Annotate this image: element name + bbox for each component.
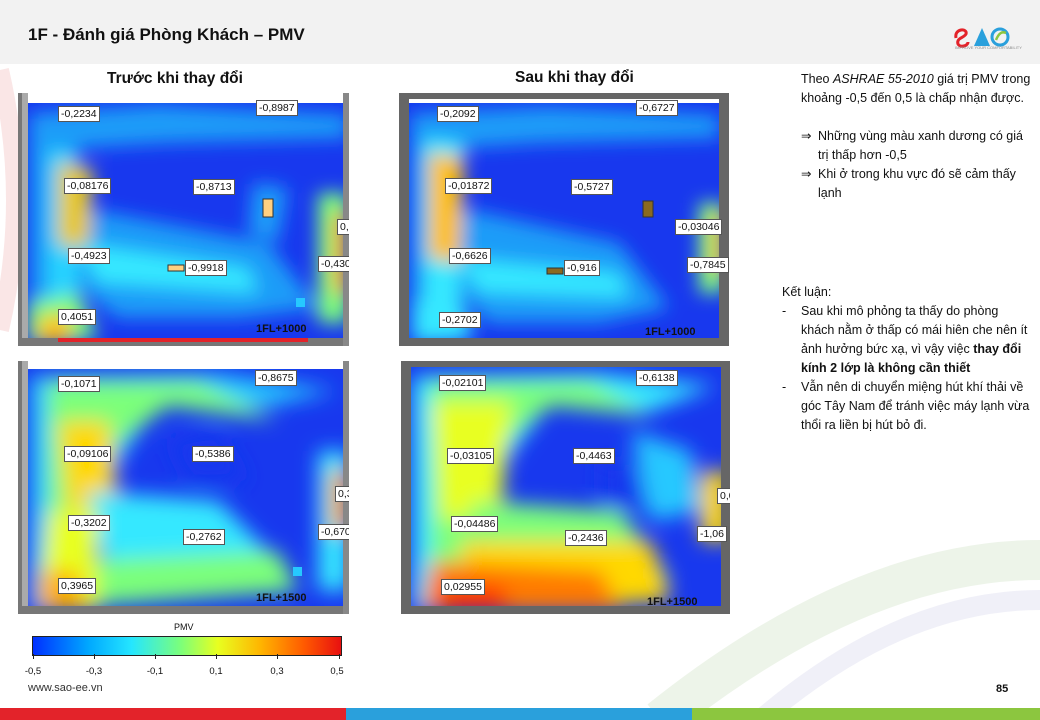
notes-bullet-text: Khi ở trong khu vực đó sẽ cảm thấy lạnh — [818, 167, 1016, 200]
legend-tick — [155, 654, 156, 659]
conclusion-item-text: Sau khi mô phỏng ta thấy do phòng khách … — [801, 302, 1032, 378]
legend-tick-label: 0,5 — [330, 666, 344, 677]
legend-tick-label: -0,5 — [24, 666, 42, 677]
pmv-map-after-1500: -0,02101 -0,6138 -0,03105 -0,4463 0,0636… — [401, 361, 730, 614]
notes-bullet: ⇒ Khi ở trong khu vực đó sẽ cảm thấy lạn… — [801, 165, 1031, 203]
pmv-value-label: 0,1665 — [337, 219, 349, 235]
pmv-value-label: -0,03105 — [447, 448, 495, 464]
legend-tick-label: 0,3 — [270, 666, 284, 677]
pmv-value-label: -0,02101 — [439, 375, 487, 391]
notes-intro-text: Theo — [801, 72, 833, 86]
pmv-value-label: 0,3964 — [335, 486, 349, 502]
pmv-value-label: -0,5727 — [571, 179, 613, 195]
notes-bullet: ⇒ Những vùng màu xanh dương có giá trị t… — [801, 127, 1031, 165]
logo-tagline: IMPROVE YOUR COMFORTABILITY — [955, 45, 1022, 50]
legend-tick-label: 0,1 — [209, 666, 223, 677]
notes-block: Theo ASHRAE 55-2010 giá trị PMV trong kh… — [801, 70, 1031, 203]
arrow-icon: ⇒ — [801, 129, 812, 143]
page-title: 1F - Đánh giá Phòng Khách – PMV — [28, 25, 305, 44]
conclusion-item-text: Vẫn nên di chuyển miệng hút khí thải về … — [801, 380, 1030, 432]
pmv-value-label: -0,8713 — [193, 179, 235, 195]
pmv-value-label: -1,06 — [697, 526, 727, 542]
legend-tick — [94, 654, 95, 659]
pmv-heatmap — [401, 361, 730, 614]
legend-tick — [339, 654, 340, 659]
pmv-value-label: -0,01872 — [445, 178, 493, 194]
legend-tick — [216, 654, 217, 659]
conclusion-item: - Vẫn nên di chuyển miệng hút khí thải v… — [782, 378, 1032, 435]
pmv-value-label: -0,7845 — [687, 257, 729, 273]
pmv-map-after-1000: -0,2092 -0,6727 -0,01872 -0,5727 -0,0304… — [399, 93, 729, 346]
conclusion-title: Kết luận: — [782, 285, 832, 299]
pmv-value-label: -0,2092 — [437, 106, 479, 122]
pmv-value-label: -0,2702 — [439, 312, 481, 328]
panel-caption: 1FL+1000 — [256, 323, 307, 335]
pmv-value-label: -0,4463 — [573, 448, 615, 464]
notes-bullet-text: Những vùng màu xanh dương có giá trị thấ… — [818, 129, 1023, 162]
spacer — [801, 108, 1031, 127]
panel-caption: 1FL+1500 — [647, 596, 698, 608]
pmv-color-scale — [32, 636, 342, 656]
slide-header — [0, 0, 1040, 64]
pmv-value-label: -0,5386 — [192, 446, 234, 462]
pmv-value-label: 0,02955 — [441, 579, 485, 595]
pmv-value-label: -0,3202 — [68, 515, 110, 531]
column-title-before: Trước khi thay đổi — [107, 70, 243, 87]
panel-caption: 1FL+1000 — [645, 326, 696, 338]
pmv-value-label: 0,06367 — [717, 488, 730, 504]
sao-logo — [954, 27, 1010, 48]
pmv-map-before-1000: -0,2234 -0,8987 -0,08176 -0,8713 0,1665 … — [18, 93, 349, 346]
pmv-value-label: -0,04486 — [451, 516, 499, 532]
conclusion-emphasis: thay đổi kính 2 lớp là không cần thiết — [801, 342, 1022, 375]
pmv-value-label: -0,4923 — [68, 248, 110, 264]
footer-bar-green — [692, 708, 1040, 720]
pmv-value-label: -0,6707 — [318, 524, 349, 540]
pmv-value-label: -0,09106 — [64, 446, 112, 462]
pmv-value-label: -0,6138 — [636, 370, 678, 386]
pmv-value-label: -0,2436 — [565, 530, 607, 546]
dash-marker: - — [782, 380, 787, 394]
notes-intro: Theo ASHRAE 55-2010 giá trị PMV trong kh… — [801, 70, 1031, 108]
legend-tick — [277, 654, 278, 659]
pmv-value-label: -0,4306 — [318, 256, 349, 272]
legend-tick-label: -0,3 — [85, 666, 103, 677]
conclusion-text: Sau khi mô phỏng ta thấy do phòng khách … — [801, 304, 1028, 356]
footer-bar-blue — [346, 708, 692, 720]
pmv-value-label: -0,8987 — [256, 100, 298, 116]
pmv-heatmap — [399, 93, 729, 346]
arrow-icon: ⇒ — [801, 167, 812, 181]
pmv-value-label: -0,2234 — [58, 106, 100, 122]
pmv-value-label: -0,8675 — [255, 370, 297, 386]
conclusion-block: Kết luận: - Sau khi mô phỏng ta thấy do … — [782, 283, 1032, 435]
pmv-value-label: -0,1071 — [58, 376, 100, 392]
pmv-heatmap — [18, 361, 349, 614]
pmv-map-before-1500: -0,1071 -0,8675 -0,09106 -0,5386 0,3964 … — [18, 361, 349, 614]
legend-tick — [33, 654, 34, 659]
dash-marker: - — [782, 304, 787, 318]
pmv-value-label: -0,2762 — [183, 529, 225, 545]
pmv-value-label: -0,08176 — [64, 178, 112, 194]
column-title-after: Sau khi thay đổi — [515, 69, 634, 86]
page-number: 85 — [996, 683, 1009, 695]
panel-caption: 1FL+1500 — [256, 592, 307, 604]
pmv-value-label: 0,3965 — [58, 578, 97, 594]
notes-standard: ASHRAE 55-2010 — [832, 72, 934, 86]
conclusion-item: - Sau khi mô phỏng ta thấy do phòng khác… — [782, 302, 1032, 378]
notes-intro-text: giá trị PMV trong khoảng -0,5 đến 0,5 là… — [801, 72, 1031, 105]
footer-url[interactable]: www.sao-ee.vn — [28, 682, 103, 694]
legend-tick-label: -0,1 — [146, 666, 164, 677]
pmv-value-label: -0,9918 — [185, 260, 227, 276]
footer-bar-red — [0, 708, 346, 720]
legend-title: PMV — [174, 622, 194, 632]
pmv-value-label: -0,6727 — [636, 100, 678, 116]
pmv-value-label: -0,03046 — [675, 219, 723, 235]
pmv-value-label: -0,916 — [564, 260, 600, 276]
pmv-value-label: -0,6626 — [449, 248, 491, 264]
pmv-value-label: 0,4051 — [58, 309, 97, 325]
